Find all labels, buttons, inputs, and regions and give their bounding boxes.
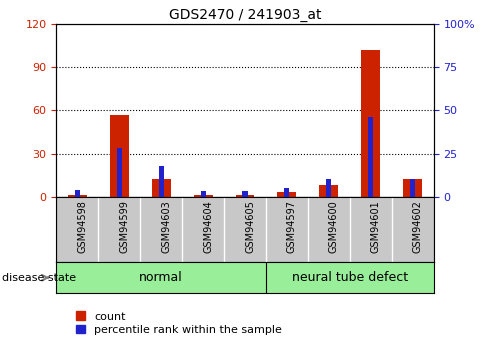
Bar (159, 166, 164, 197)
Bar (68, 195, 87, 197)
Bar (284, 188, 290, 197)
Bar (200, 191, 206, 197)
Text: GSM94600: GSM94600 (329, 200, 339, 253)
Text: normal: normal (139, 271, 183, 284)
Text: GSM94597: GSM94597 (287, 200, 297, 253)
Text: GSM94599: GSM94599 (119, 200, 129, 253)
Title: GDS2470 / 241903_at: GDS2470 / 241903_at (169, 8, 321, 22)
Bar (326, 179, 331, 197)
Bar (403, 179, 422, 197)
Bar (410, 179, 415, 197)
Text: GSM94605: GSM94605 (245, 200, 255, 253)
Bar (152, 179, 171, 197)
Bar (75, 190, 80, 197)
Text: GSM94602: GSM94602 (413, 200, 423, 253)
Legend: count, percentile rank within the sample: count, percentile rank within the sample (72, 307, 286, 339)
Bar (361, 50, 380, 197)
Bar (277, 193, 296, 197)
Bar (236, 195, 254, 197)
Bar (117, 148, 122, 197)
Bar (194, 195, 213, 197)
Text: disease state: disease state (2, 273, 76, 283)
Bar (368, 117, 373, 197)
Bar (319, 185, 338, 197)
Text: GSM94603: GSM94603 (161, 200, 171, 253)
Bar (110, 115, 129, 197)
Text: GSM94598: GSM94598 (77, 200, 87, 253)
Text: GSM94604: GSM94604 (203, 200, 213, 253)
Bar (243, 191, 247, 197)
Text: neural tube defect: neural tube defect (292, 271, 408, 284)
Text: GSM94601: GSM94601 (371, 200, 381, 253)
